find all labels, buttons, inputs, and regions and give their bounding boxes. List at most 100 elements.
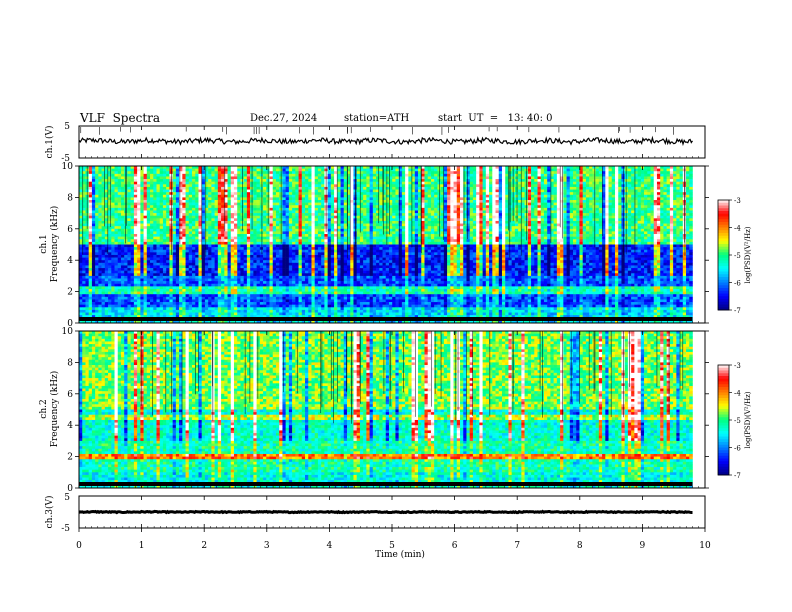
spectrogram-cell [599, 182, 603, 185]
spectrogram-cell [486, 179, 490, 182]
spectrogram-cell [499, 171, 503, 174]
spectrogram-cell [234, 169, 238, 172]
spectrogram-cell [628, 184, 632, 187]
spectrogram-cell [282, 190, 286, 193]
spectrogram-cell [321, 169, 325, 172]
spectrogram-cell [641, 200, 645, 203]
spectrogram-cell [102, 231, 106, 234]
spectrogram-cell [638, 171, 642, 174]
spectrogram-cell [612, 171, 616, 174]
spectrogram-cell [476, 213, 480, 216]
spectrogram-cell [379, 187, 383, 190]
spectrogram-cell [144, 187, 148, 190]
spectrogram-cell [337, 169, 341, 172]
spectrogram-cell [124, 187, 128, 190]
spectrogram-cell [554, 190, 558, 193]
spectrogram-cell [263, 192, 267, 195]
spectrogram-cell [660, 203, 664, 206]
spectrogram-cell [195, 224, 199, 227]
spectrogram-cell [270, 213, 274, 216]
spectrogram-cell [592, 200, 596, 203]
spectrogram-cell [466, 169, 470, 172]
spectrogram-cell [612, 187, 616, 190]
spectrogram-cell [108, 216, 112, 219]
spectrogram-cell [434, 200, 438, 203]
spectrogram-cell [447, 231, 451, 234]
spectrogram-cell [663, 174, 667, 177]
spectrogram-cell [483, 221, 487, 224]
spectrogram-cell [176, 200, 180, 203]
spectrogram-cell [89, 203, 93, 206]
spectrogram-cell [156, 171, 160, 174]
spectrogram-cell [502, 229, 506, 232]
spectrogram-cell [492, 169, 496, 172]
spectrogram-cell [676, 192, 680, 195]
spectrogram-cell [486, 197, 490, 200]
spectrogram-cell [399, 205, 403, 208]
spectrogram-cell [395, 190, 399, 193]
spectrogram-cell [667, 203, 671, 206]
spectrogram-cell [680, 200, 684, 203]
spectrogram-cell [337, 203, 341, 206]
spectrogram-cell [554, 203, 558, 206]
spectrogram-cell [470, 200, 474, 203]
spectrogram-cell [492, 171, 496, 174]
spectrogram-cell [615, 218, 619, 221]
spectrogram-cell [295, 205, 299, 208]
spectrogram-cell [302, 171, 306, 174]
spectrogram-cell [470, 197, 474, 200]
spectrogram-cell [160, 216, 164, 219]
spectrogram-cell [253, 218, 257, 221]
spectrogram-cell [221, 213, 225, 216]
spectrogram-cell [392, 213, 396, 216]
spectrogram-cell [350, 197, 354, 200]
spectrogram-cell [92, 205, 96, 208]
spectrogram-cell [289, 213, 293, 216]
spectrogram-cell [127, 216, 131, 219]
spectrogram-cell [424, 218, 428, 221]
spectrogram-cell [295, 174, 299, 177]
spectrogram-cell [408, 169, 412, 172]
spectrogram-cell [357, 182, 361, 185]
spectrogram-cell [163, 174, 167, 177]
spectrogram-cell [186, 221, 190, 224]
spectrogram-cell [647, 229, 651, 232]
spectrogram-cell [428, 182, 432, 185]
spectrogram-cell [208, 184, 212, 187]
spectrogram-cell [512, 231, 516, 234]
spectrogram-cell [399, 176, 403, 179]
spectrogram-cell [479, 179, 483, 182]
spectrogram-cell [134, 213, 138, 216]
spectrogram-cell [118, 187, 122, 190]
spectrogram-cell [560, 218, 564, 221]
spectrogram-cell [486, 208, 490, 211]
spectrogram-cell [386, 171, 390, 174]
spectrogram-cell [402, 208, 406, 211]
spectrogram-cell [140, 224, 144, 227]
spectrogram-cell [131, 182, 135, 185]
spectrogram-cell [473, 195, 477, 198]
spectrogram-cell [247, 205, 251, 208]
spectrogram-cell [131, 195, 135, 198]
spectrogram-cell [386, 218, 390, 221]
spectrogram-cell [651, 221, 655, 224]
spectrogram-cell [127, 197, 131, 200]
spectrogram-cell [576, 216, 580, 219]
spectrogram-cell [554, 205, 558, 208]
spectrogram-cell [189, 218, 193, 221]
spectrogram-cell [605, 184, 609, 187]
spectrogram-cell [163, 176, 167, 179]
spectrogram-cell [176, 190, 180, 193]
spectrogram-cell [399, 179, 403, 182]
spectrogram-cell [282, 231, 286, 234]
spectrogram-cell [286, 195, 290, 198]
spectrogram-cell [228, 218, 232, 221]
spectrogram-cell [115, 174, 119, 177]
spectrogram-cell [686, 210, 690, 213]
spectrogram-cell [612, 226, 616, 229]
spectrogram-cell [121, 234, 125, 237]
spectrogram-cell [337, 197, 341, 200]
spectrogram-cell [647, 179, 651, 182]
spectrogram-cell [211, 174, 215, 177]
spectrogram-cell [515, 200, 519, 203]
